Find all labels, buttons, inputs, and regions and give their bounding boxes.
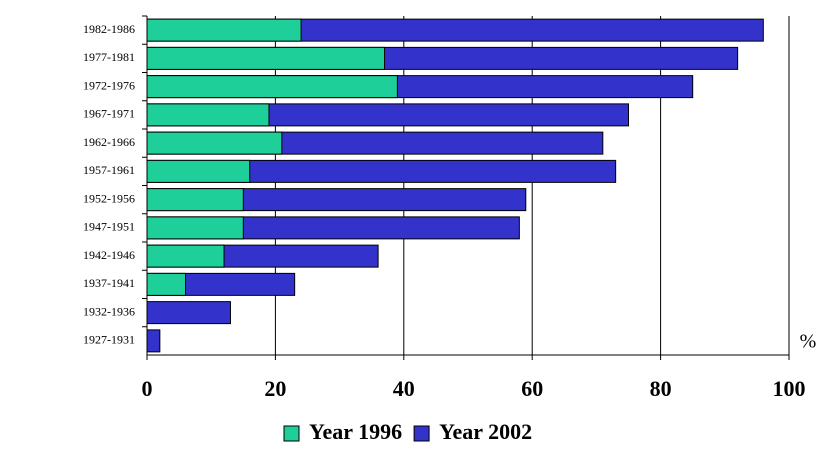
legend-swatch bbox=[283, 425, 300, 442]
bar bbox=[146, 46, 386, 70]
bar bbox=[146, 103, 270, 127]
y-tick-label: 1927-1931 bbox=[83, 333, 135, 347]
bar bbox=[146, 301, 231, 325]
legend-swatch bbox=[413, 425, 430, 442]
y-tick-label: 1937-1941 bbox=[83, 276, 135, 290]
x-tick-label: 20 bbox=[264, 376, 286, 401]
y-tick-label: 1947-1951 bbox=[83, 220, 135, 234]
bar bbox=[146, 159, 251, 183]
y-tick-label: 1967-1971 bbox=[83, 107, 135, 121]
x-tick-label: 100 bbox=[773, 376, 806, 401]
bar bbox=[146, 329, 161, 353]
y-tick-label: 1962-1966 bbox=[83, 135, 135, 149]
legend-label: Year 2002 bbox=[439, 419, 532, 444]
y-tick-label: 1977-1981 bbox=[83, 50, 135, 64]
y-tick-label: 1972-1976 bbox=[83, 78, 135, 92]
x-axis-label: % bbox=[800, 331, 817, 353]
bar bbox=[146, 75, 398, 99]
y-tick-label: 1957-1961 bbox=[83, 163, 135, 177]
y-tick-label: 1952-1956 bbox=[83, 191, 135, 205]
y-tick-label: 1982-1986 bbox=[83, 22, 135, 36]
bar bbox=[146, 18, 302, 42]
bar bbox=[146, 188, 244, 212]
bar bbox=[146, 131, 283, 155]
x-tick-label: 80 bbox=[650, 376, 672, 401]
y-tick-label: 1932-1936 bbox=[83, 304, 135, 318]
x-tick-label: 60 bbox=[521, 376, 543, 401]
bar bbox=[146, 272, 187, 296]
y-tick-label: 1942-1946 bbox=[83, 248, 135, 262]
bar bbox=[146, 244, 225, 268]
x-tick-label: 0 bbox=[142, 376, 153, 401]
bar bbox=[146, 216, 244, 240]
legend-label: Year 1996 bbox=[309, 419, 402, 444]
x-tick-label: 40 bbox=[393, 376, 415, 401]
